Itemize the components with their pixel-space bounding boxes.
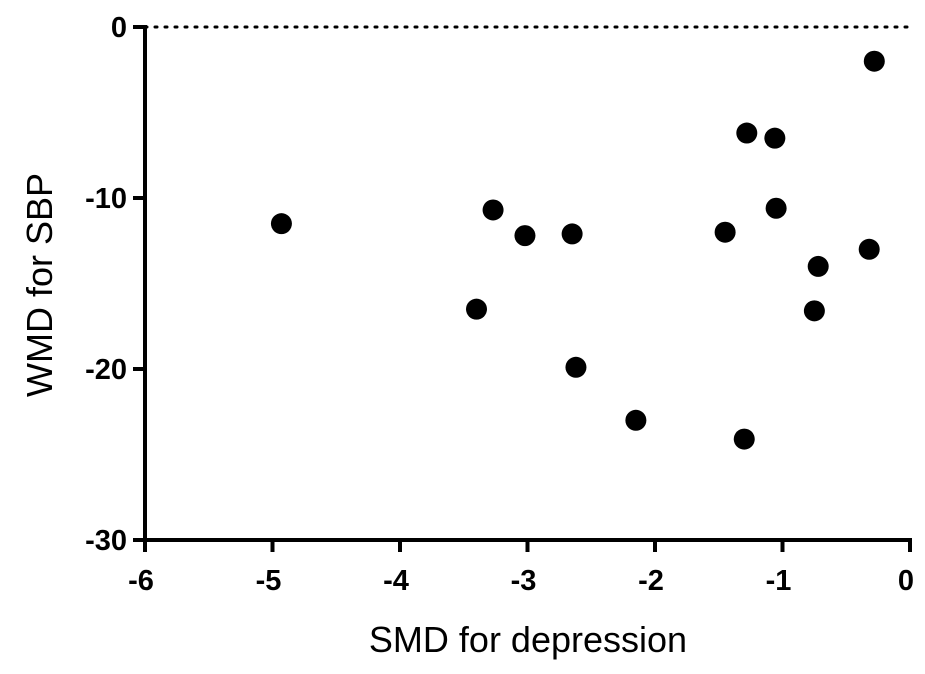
data-point <box>561 223 583 245</box>
data-point <box>482 199 504 221</box>
data-point <box>466 298 487 320</box>
y-tick-label: -10 <box>85 183 127 215</box>
y-tick-label: 0 <box>111 12 127 44</box>
data-point <box>733 428 755 450</box>
data-point <box>765 197 787 219</box>
axes-group <box>143 25 912 542</box>
x-ticks-group: -6 -5 -4 -3 -2 -1 0 <box>128 540 914 597</box>
data-point <box>807 255 829 277</box>
x-tick-label: -6 <box>128 565 154 597</box>
x-tick-label: 0 <box>898 565 914 597</box>
x-tick-label: -5 <box>256 565 282 597</box>
x-axis-title: SMD for depression <box>369 619 687 660</box>
y-axis-title: WMD for SBP <box>19 173 60 397</box>
data-points-group <box>270 50 885 450</box>
data-point <box>736 122 758 144</box>
data-point <box>565 356 587 378</box>
data-point <box>803 300 825 322</box>
data-point <box>863 50 885 72</box>
data-point <box>625 409 647 431</box>
x-tick-label: -2 <box>638 565 664 597</box>
data-point <box>858 238 880 260</box>
x-tick-label: -3 <box>511 565 537 597</box>
y-tick-label: -20 <box>85 354 127 386</box>
data-point <box>714 221 736 243</box>
data-point <box>270 213 292 235</box>
data-point <box>514 225 536 247</box>
x-tick-label: -1 <box>766 565 792 597</box>
data-point <box>764 127 786 149</box>
x-tick-label: -4 <box>383 565 409 597</box>
y-ticks-group: 0 -10 -20 -30 <box>85 12 145 557</box>
y-tick-label: -30 <box>85 525 127 557</box>
